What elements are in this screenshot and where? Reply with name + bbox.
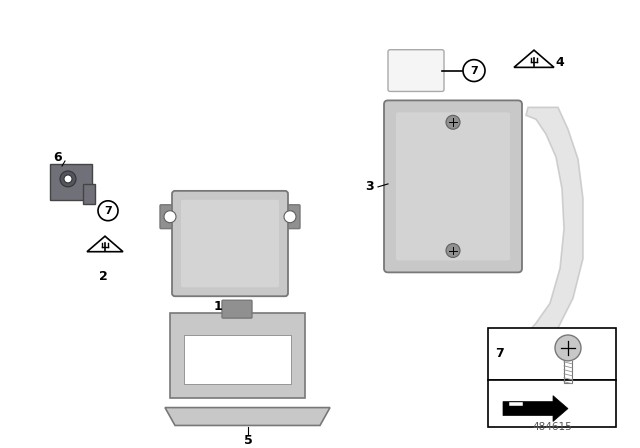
Text: 7: 7 (104, 206, 112, 216)
Text: 5: 5 (244, 434, 252, 447)
FancyBboxPatch shape (388, 50, 444, 91)
FancyBboxPatch shape (222, 300, 252, 318)
Polygon shape (87, 236, 123, 252)
FancyBboxPatch shape (160, 205, 180, 228)
Circle shape (98, 201, 118, 221)
Circle shape (284, 211, 296, 223)
Text: 1: 1 (214, 300, 222, 313)
Bar (50, 164, 92, 200)
Circle shape (60, 171, 76, 187)
FancyBboxPatch shape (396, 112, 510, 260)
FancyBboxPatch shape (181, 200, 279, 287)
Bar (488, 380, 616, 427)
Polygon shape (514, 50, 554, 67)
FancyBboxPatch shape (172, 191, 288, 296)
Circle shape (64, 175, 72, 183)
Bar (83, 184, 95, 204)
Text: 7: 7 (495, 347, 504, 360)
Text: 2: 2 (99, 270, 108, 283)
Polygon shape (523, 108, 583, 353)
Polygon shape (509, 401, 523, 405)
Text: 3: 3 (365, 181, 374, 194)
FancyBboxPatch shape (384, 100, 522, 272)
Text: 6: 6 (54, 151, 62, 164)
Bar (488, 328, 616, 380)
Text: 7: 7 (470, 65, 478, 76)
Text: 484615: 484615 (532, 422, 572, 432)
FancyBboxPatch shape (280, 205, 300, 228)
Circle shape (446, 115, 460, 129)
Circle shape (555, 335, 581, 361)
Circle shape (164, 211, 176, 223)
Text: 4: 4 (556, 56, 564, 69)
Circle shape (446, 244, 460, 258)
Bar (170, 313, 305, 398)
Circle shape (463, 60, 485, 82)
Polygon shape (165, 408, 330, 426)
Polygon shape (503, 396, 568, 422)
Bar (184, 335, 291, 384)
